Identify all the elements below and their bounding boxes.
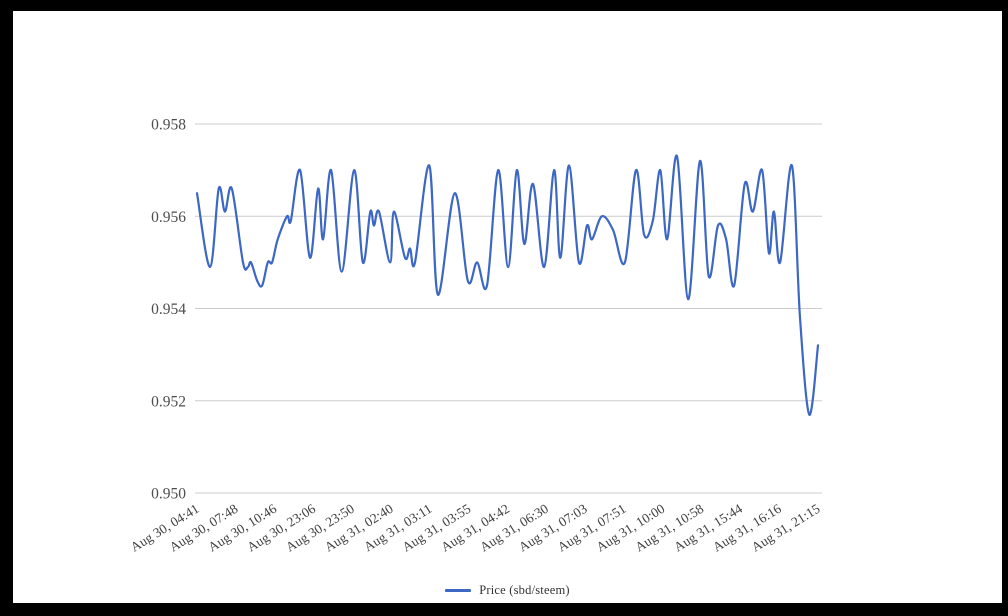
price-series-line bbox=[195, 154, 820, 416]
y-axis-tick-label: 0.952 bbox=[151, 393, 186, 410]
legend-line-swatch bbox=[445, 589, 472, 592]
y-axis-tick-label: 0.958 bbox=[151, 117, 186, 134]
y-axis-tick-label: 0.950 bbox=[151, 486, 186, 503]
y-axis-tick-label: 0.956 bbox=[151, 209, 186, 226]
y-axis-tick-label: 0.954 bbox=[151, 301, 186, 318]
chart-frame: 0.958 0.956 0.954 0.952 0.950 Aug 30, 04:41 Au… bbox=[13, 11, 1002, 603]
legend-label: Price (sbd/steem) bbox=[479, 583, 570, 597]
legend: Price (sbd/steem) bbox=[13, 583, 1002, 598]
